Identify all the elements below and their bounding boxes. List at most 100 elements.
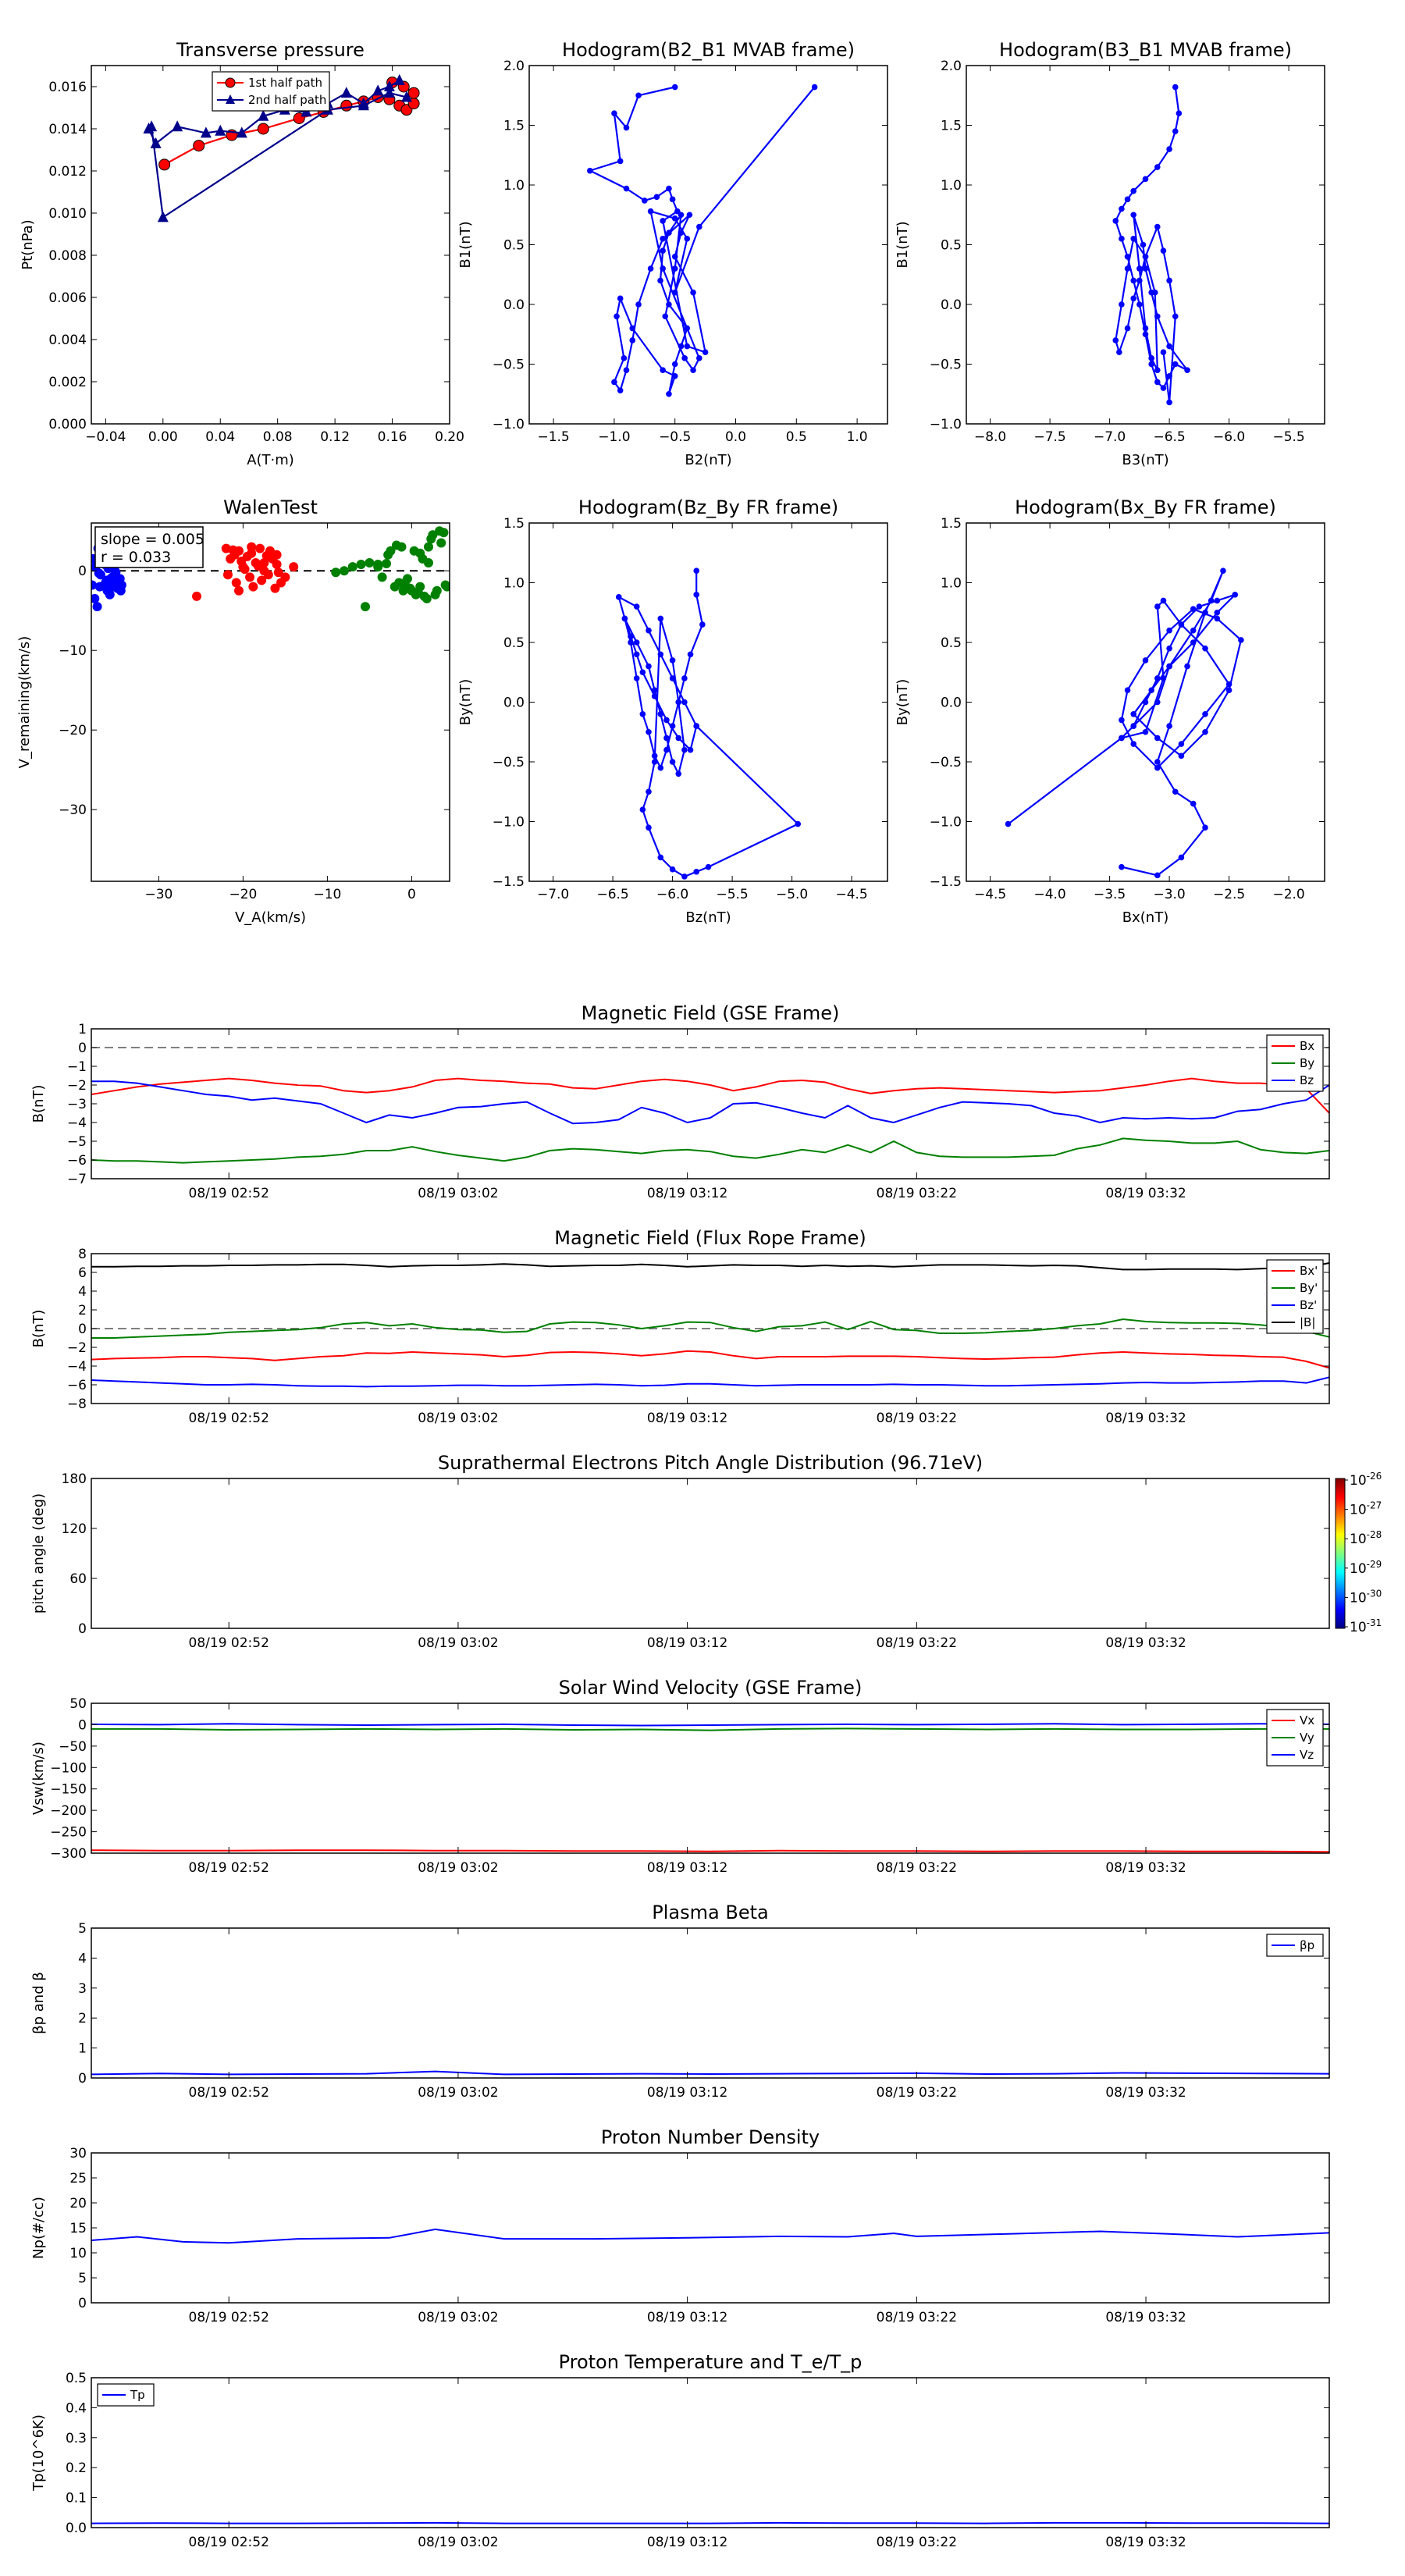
h1-point (660, 247, 666, 254)
vsw-ytick-label: 0 (78, 1717, 87, 1733)
h3-point (628, 633, 634, 640)
np-series-Np-line (91, 2228, 1329, 2244)
b_fr-legend-label: |B| (1300, 1315, 1315, 1329)
pt-ytick-label: 0.002 (48, 375, 87, 390)
walen-ytick-label: −30 (59, 802, 87, 818)
walen-point (436, 538, 446, 548)
h4-point (1166, 663, 1172, 670)
pad-colorbar-base: 10 (1350, 1561, 1367, 1577)
b_gse-series-Bz-line (91, 1080, 1329, 1125)
h4-point (1202, 609, 1208, 616)
h4-point (1184, 663, 1190, 670)
pt-ytick-label: 0.004 (48, 333, 87, 348)
h1-ytick-label: 0.5 (503, 238, 525, 254)
walen-slope-text: slope = 0.005 (101, 531, 205, 548)
b_fr-series-B-line (91, 1262, 1329, 1271)
np-ytick-label: 10 (69, 2246, 87, 2261)
tp-ytick-label: 0.0 (66, 2521, 87, 2536)
h2-point (1154, 313, 1161, 320)
h2-point (1124, 254, 1131, 260)
h2-xtick-label: −5.5 (1272, 429, 1304, 445)
pad-title: Suprathermal Electrons Pitch Angle Distr… (438, 1452, 983, 1474)
b_fr-series-Bx-line (91, 1350, 1329, 1369)
h1-point (614, 313, 620, 320)
h2-title: Hodogram(B3_B1 MVAB frame) (999, 39, 1292, 61)
h3-chart: Hodogram(Bz_By FR frame) By(nT) Bz(nT) −7.0… (457, 496, 888, 926)
h3-ytick-label: 0.0 (503, 696, 525, 711)
h4-point (1142, 657, 1149, 664)
walen-point (430, 589, 440, 600)
walen-point (263, 570, 273, 580)
pad-colorbar-base: 10 (1350, 1532, 1367, 1547)
h1-point (690, 367, 696, 373)
walen-point (442, 582, 450, 592)
walen-point (234, 585, 244, 596)
pt-plot-frame (91, 65, 450, 425)
b_gse-time-label: 08/19 03:02 (418, 1186, 498, 1201)
b_gse-ytick-label: −5 (67, 1134, 87, 1150)
np-plot-area (91, 2228, 1329, 2244)
walen-point (383, 550, 393, 560)
vsw-series-Vx-line (91, 1849, 1329, 1853)
vsw-time-label: 08/19 02:52 (189, 1860, 269, 1876)
h1-point (623, 185, 630, 192)
h2-xtick-label: −6.5 (1153, 429, 1185, 445)
h4-point (1214, 609, 1221, 616)
tp-ylabel: Tp(10^6K) (30, 2414, 47, 2492)
vsw-time-label: 08/19 03:32 (1105, 1860, 1186, 1876)
walen-title: WalenTest (223, 496, 318, 518)
h3-point (639, 806, 646, 813)
h2-xtick-label: −7.0 (1094, 429, 1126, 445)
h1-point (686, 212, 693, 219)
h3-point (651, 693, 658, 699)
beta-legend-label: βp (1300, 1938, 1314, 1952)
beta-title: Plasma Beta (652, 1902, 768, 1923)
beta-ytick-label: 0 (78, 2071, 87, 2087)
h4-series-0-line (1007, 570, 1243, 877)
walen-point (426, 534, 436, 544)
h3-point (657, 651, 664, 658)
h3-xtick-label: −5.0 (776, 887, 808, 902)
h4-point (1172, 788, 1179, 795)
vsw-ytick-label: −200 (50, 1803, 87, 1819)
h1-point (635, 92, 642, 99)
pt-ytick-label: 0.000 (48, 417, 87, 432)
b_gse-ytick-label: −1 (67, 1059, 87, 1075)
h3-xtick-label: −6.0 (656, 887, 688, 902)
h3-point (621, 615, 628, 622)
h2-point (1124, 325, 1131, 332)
vsw-ytick-label: −300 (50, 1846, 87, 1862)
h1-point (671, 289, 678, 296)
h4-point (1190, 800, 1197, 807)
b_fr-series-Bz-line (91, 1376, 1329, 1388)
pad-colorbar-label: 10-31 (1350, 1617, 1382, 1635)
h4-xtick-label: −2.5 (1213, 887, 1245, 902)
h4-point (1005, 820, 1012, 827)
walen-point (192, 591, 201, 601)
pt-point (407, 87, 420, 99)
h2-ytick-label: 1.5 (941, 119, 962, 134)
h3-point (646, 728, 652, 735)
h4-xtick-label: −4.5 (974, 887, 1006, 902)
h4-point (1166, 723, 1172, 729)
h3-series-0-line (617, 571, 800, 878)
h3-point (687, 651, 694, 658)
walen-point (102, 585, 112, 596)
h4-ytick-label: 0.0 (941, 696, 962, 711)
np-ytick-label: 25 (69, 2171, 87, 2186)
h2-point (1136, 265, 1143, 272)
h4-point (1148, 687, 1154, 693)
b_fr-legend-label: Bz' (1300, 1298, 1317, 1312)
h1-xtick-label: 0.0 (725, 429, 746, 445)
h2-point (1172, 361, 1179, 368)
h1-point (629, 337, 636, 343)
h1-point (666, 301, 672, 308)
pad-colorbar-exponent: -29 (1367, 1559, 1382, 1570)
h2-point (1154, 164, 1161, 170)
h2-xtick-label: −6.0 (1213, 429, 1245, 445)
h3-plot-area (615, 568, 802, 880)
h2-point (1160, 385, 1167, 391)
pad-ytick-label: 180 (62, 1471, 87, 1487)
h3-title: Hodogram(Bz_By FR frame) (578, 496, 838, 518)
pt-ytick-label: 0.008 (48, 248, 87, 264)
